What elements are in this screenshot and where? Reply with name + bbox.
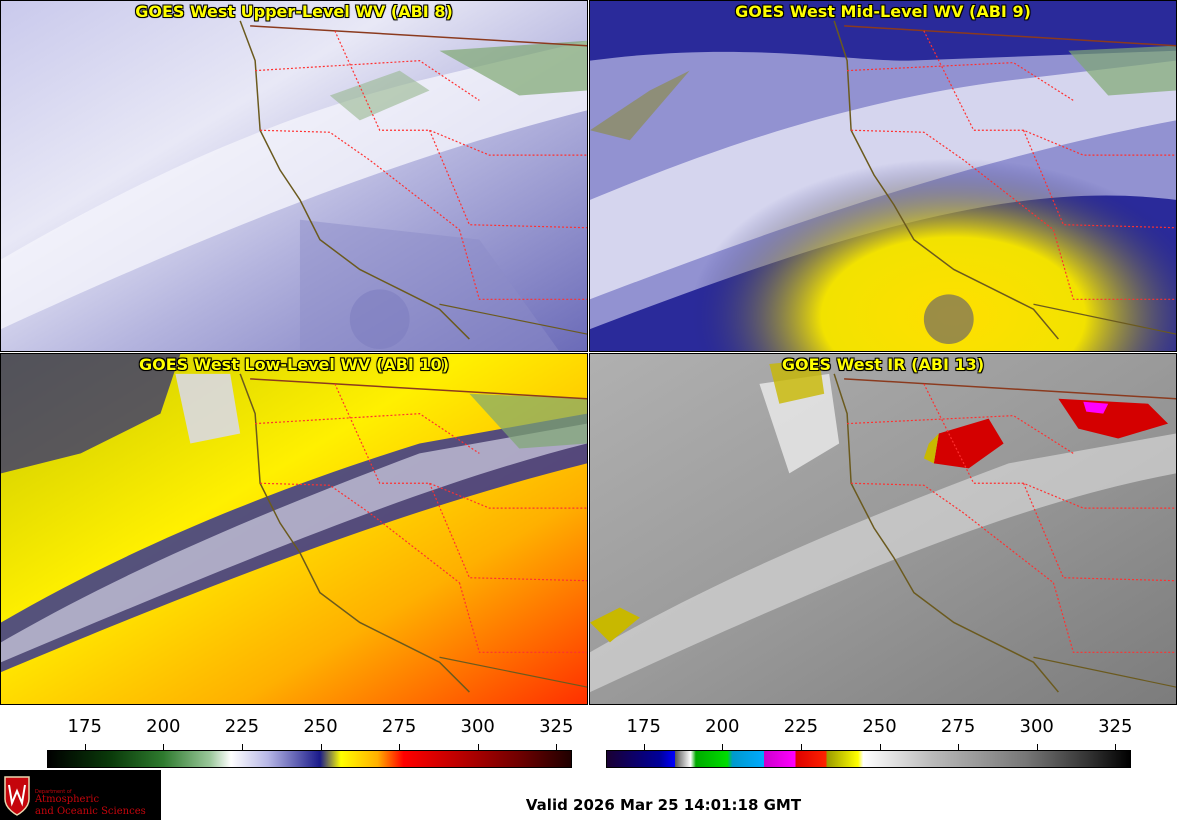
panel-title: GOES West Low-Level WV (ABI 10) [138,355,449,374]
panel-upper-level-wv: GOES West Upper-Level WV (ABI 8) [0,0,588,352]
tick-mark [556,744,558,750]
tick-mark [800,744,802,750]
tick-mark [879,744,881,750]
tick-label: 300 [460,716,495,737]
tick-mark [163,744,165,750]
tick-mark [643,744,645,750]
tick-label: 200 [705,716,740,737]
panel-ir: GOES West IR (ABI 13) [589,353,1177,705]
tick-mark [241,744,243,750]
tick-mark [399,744,401,750]
tick-label: 200 [146,716,181,737]
upper-level-wv-image [1,1,587,351]
tick-mark [1115,744,1117,750]
tick-mark [84,744,86,750]
tick-mark [320,744,322,750]
tick-label: 225 [783,716,819,737]
wv-colorbar-ticks: 175 200 225 250 275 300 325 [47,716,574,740]
tick-label: 325 [1098,716,1133,737]
panel-title: GOES West Upper-Level WV (ABI 8) [135,2,453,21]
uw-crest-icon [4,776,30,816]
mid-level-wv-image [590,1,1176,351]
panel-low-level-wv: GOES West Low-Level WV (ABI 10) [0,353,588,705]
tick-label: 250 [862,716,897,737]
tick-mark [1036,744,1038,750]
wv-colorbar [47,750,572,768]
tick-label: 175 [626,716,661,737]
tick-label: 250 [303,716,338,737]
uw-aos-logo: Department of Atmospheric and Oceanic Sc… [0,770,161,820]
panel-mid-level-wv: GOES West Mid-Level WV (ABI 9) [589,0,1177,352]
tick-mark [477,744,479,750]
valid-time: Valid 2026 Mar 25 14:01:18 GMT [525,796,802,814]
logo-line2: and Oceanic Sciences [35,806,146,817]
tick-label: 175 [67,716,102,737]
tick-label: 325 [539,716,574,737]
logo-dept: Department of [35,789,72,795]
ir-image [590,354,1176,704]
tick-label: 275 [381,716,417,737]
tick-label: 225 [224,716,260,737]
ir-colorbar-ticks: 175 200 225 250 275 300 325 [606,716,1133,740]
logo-line1: Atmospheric [35,794,100,805]
tick-mark [722,744,724,750]
panel-title: GOES West IR (ABI 13) [781,355,985,374]
panel-title: GOES West Mid-Level WV (ABI 9) [735,2,1031,21]
tick-label: 275 [940,716,976,737]
low-level-wv-image [1,354,587,704]
tick-mark [958,744,960,750]
ir-colorbar [606,750,1131,768]
tick-label: 300 [1019,716,1054,737]
